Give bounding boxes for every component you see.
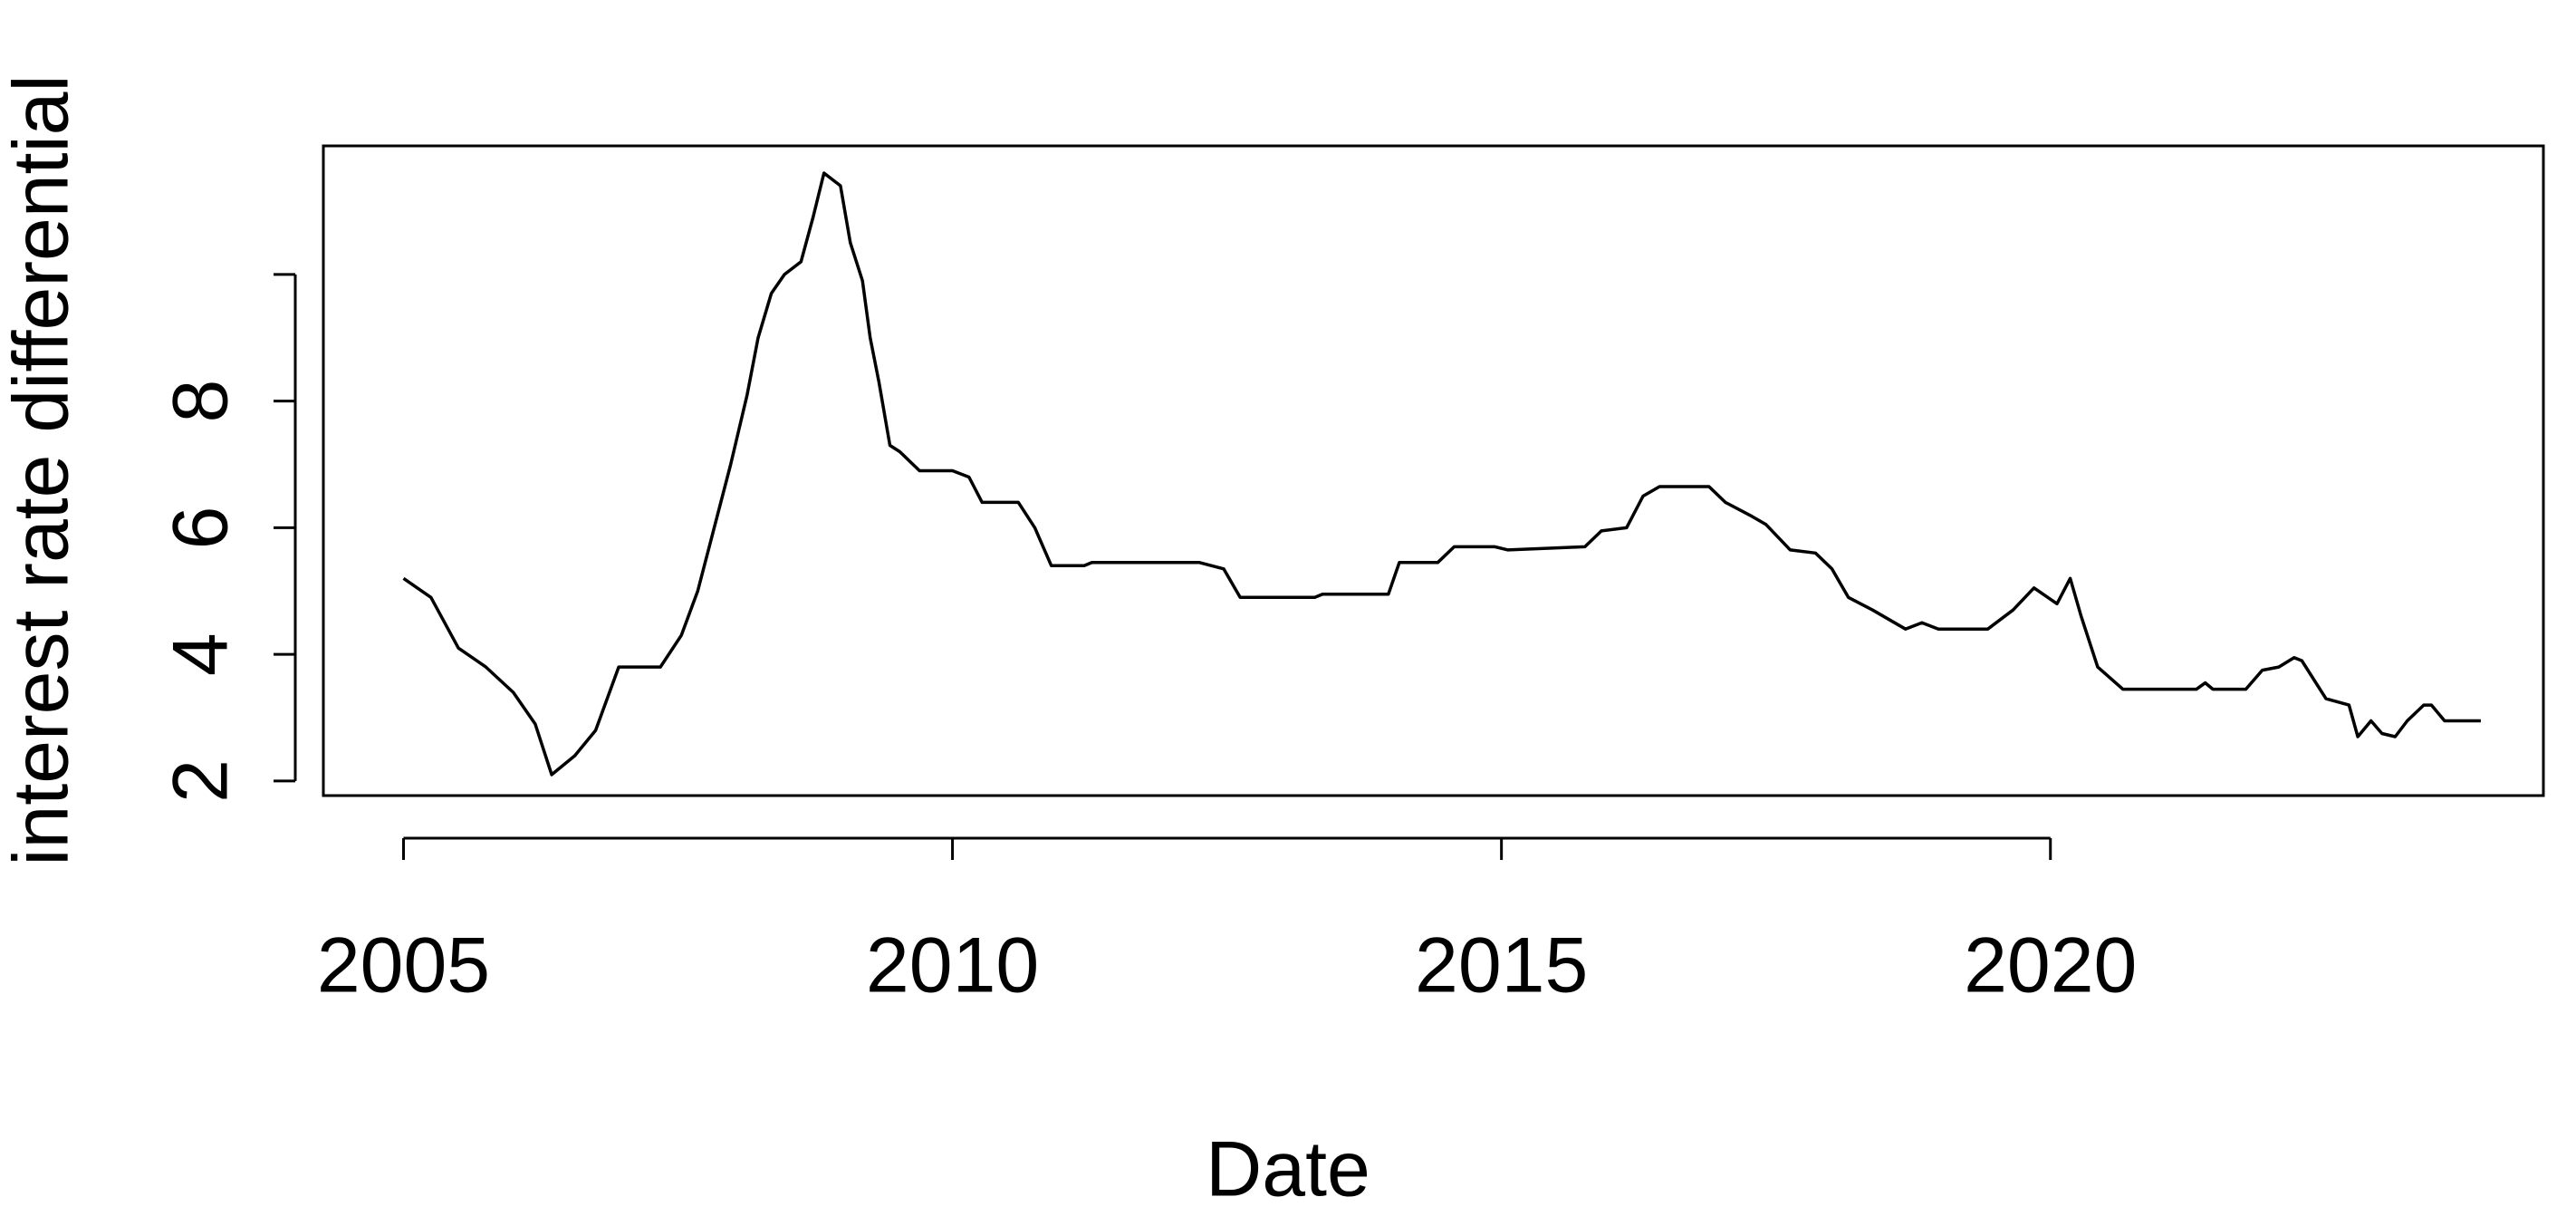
y-tick-label: 6	[158, 506, 245, 549]
y-axis-label: interest rate differential	[0, 74, 85, 865]
x-tick-label: 2015	[1415, 922, 1588, 1009]
x-tick-label: 2005	[317, 922, 490, 1009]
y-tick-label: 4	[158, 632, 245, 676]
x-tick-label: 2010	[866, 922, 1039, 1009]
y-tick-label: 8	[158, 380, 245, 423]
data-line	[402, 171, 2481, 777]
y-tick-label: 2	[158, 759, 245, 803]
x-tick-label: 2020	[1964, 922, 2137, 1009]
plot-frame	[322, 144, 2545, 797]
x-axis-label: Date	[1206, 1126, 1370, 1213]
